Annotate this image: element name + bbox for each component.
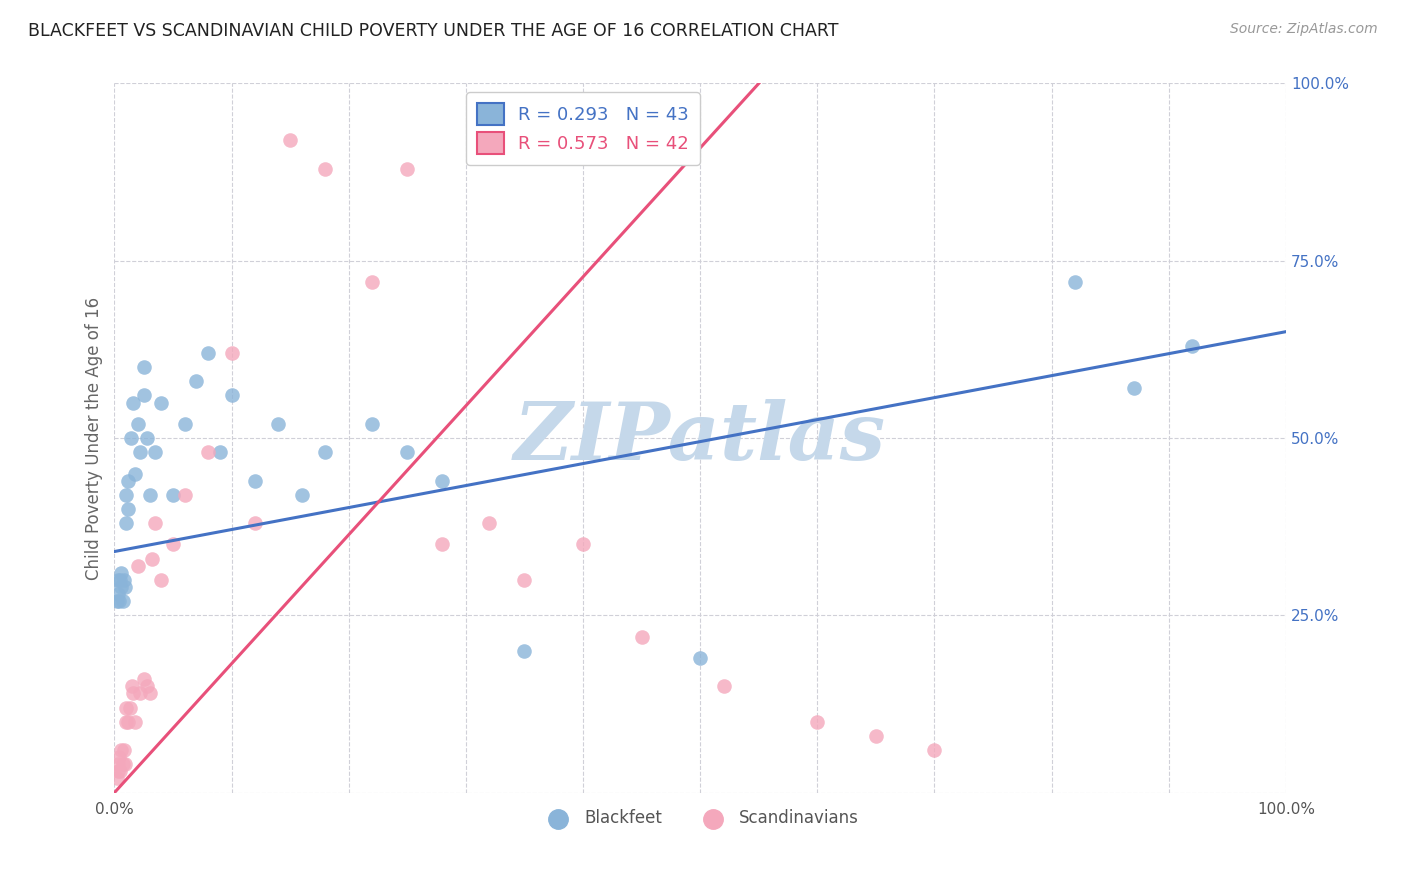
Point — [127, 558, 149, 573]
Point — [513, 644, 536, 658]
Point — [118, 700, 141, 714]
Point — [432, 474, 454, 488]
Point — [107, 764, 129, 779]
Point — [110, 573, 132, 587]
Point — [150, 395, 173, 409]
Text: BLACKFEET VS SCANDINAVIAN CHILD POVERTY UNDER THE AGE OF 16 CORRELATION CHART: BLACKFEET VS SCANDINAVIAN CHILD POVERTY … — [28, 22, 838, 40]
Text: Source: ZipAtlas.com: Source: ZipAtlas.com — [1230, 22, 1378, 37]
Point — [173, 488, 195, 502]
Point — [630, 630, 652, 644]
Point — [1181, 339, 1204, 353]
Point — [115, 516, 138, 530]
Point — [124, 467, 146, 481]
Point — [108, 594, 131, 608]
Point — [806, 714, 828, 729]
Point — [162, 537, 184, 551]
Point — [107, 587, 129, 601]
Point — [221, 346, 243, 360]
Point — [117, 474, 139, 488]
Point — [208, 445, 231, 459]
Point — [186, 374, 208, 388]
Point — [127, 417, 149, 431]
Point — [314, 445, 336, 459]
Point — [117, 714, 139, 729]
Point — [129, 445, 152, 459]
Legend: Blackfeet, Scandinavians: Blackfeet, Scandinavians — [534, 803, 866, 834]
Point — [110, 566, 132, 580]
Point — [173, 417, 195, 431]
Point — [145, 445, 167, 459]
Point — [162, 488, 184, 502]
Point — [110, 743, 132, 757]
Point — [314, 161, 336, 176]
Point — [107, 757, 129, 772]
Point — [138, 686, 160, 700]
Point — [197, 445, 219, 459]
Point — [110, 580, 132, 594]
Point — [291, 488, 314, 502]
Point — [267, 417, 290, 431]
Point — [396, 445, 419, 459]
Point — [572, 537, 595, 551]
Point — [141, 551, 163, 566]
Point — [432, 537, 454, 551]
Point — [129, 686, 152, 700]
Point — [114, 757, 136, 772]
Point — [243, 474, 266, 488]
Point — [111, 757, 134, 772]
Point — [396, 161, 419, 176]
Point — [243, 516, 266, 530]
Point — [115, 488, 138, 502]
Point — [136, 431, 159, 445]
Point — [115, 714, 138, 729]
Point — [105, 594, 128, 608]
Point — [478, 516, 501, 530]
Point — [689, 651, 711, 665]
Point — [114, 580, 136, 594]
Point — [924, 743, 946, 757]
Point — [117, 502, 139, 516]
Point — [107, 573, 129, 587]
Point — [122, 395, 145, 409]
Point — [105, 772, 128, 786]
Point — [132, 360, 155, 375]
Point — [111, 594, 134, 608]
Point — [112, 743, 135, 757]
Point — [132, 672, 155, 686]
Point — [513, 573, 536, 587]
Point — [120, 431, 142, 445]
Point — [138, 488, 160, 502]
Point — [1064, 275, 1087, 289]
Point — [121, 679, 143, 693]
Point — [132, 388, 155, 402]
Point — [108, 750, 131, 764]
Point — [122, 686, 145, 700]
Point — [124, 714, 146, 729]
Point — [713, 679, 735, 693]
Point — [150, 573, 173, 587]
Point — [112, 573, 135, 587]
Point — [1122, 381, 1144, 395]
Y-axis label: Child Poverty Under the Age of 16: Child Poverty Under the Age of 16 — [86, 296, 103, 580]
Point — [865, 729, 887, 743]
Point — [361, 417, 384, 431]
Point — [197, 346, 219, 360]
Point — [115, 700, 138, 714]
Point — [221, 388, 243, 402]
Point — [145, 516, 167, 530]
Point — [110, 764, 132, 779]
Point — [278, 133, 301, 147]
Point — [361, 275, 384, 289]
Point — [136, 679, 159, 693]
Text: ZIPatlas: ZIPatlas — [515, 400, 886, 477]
